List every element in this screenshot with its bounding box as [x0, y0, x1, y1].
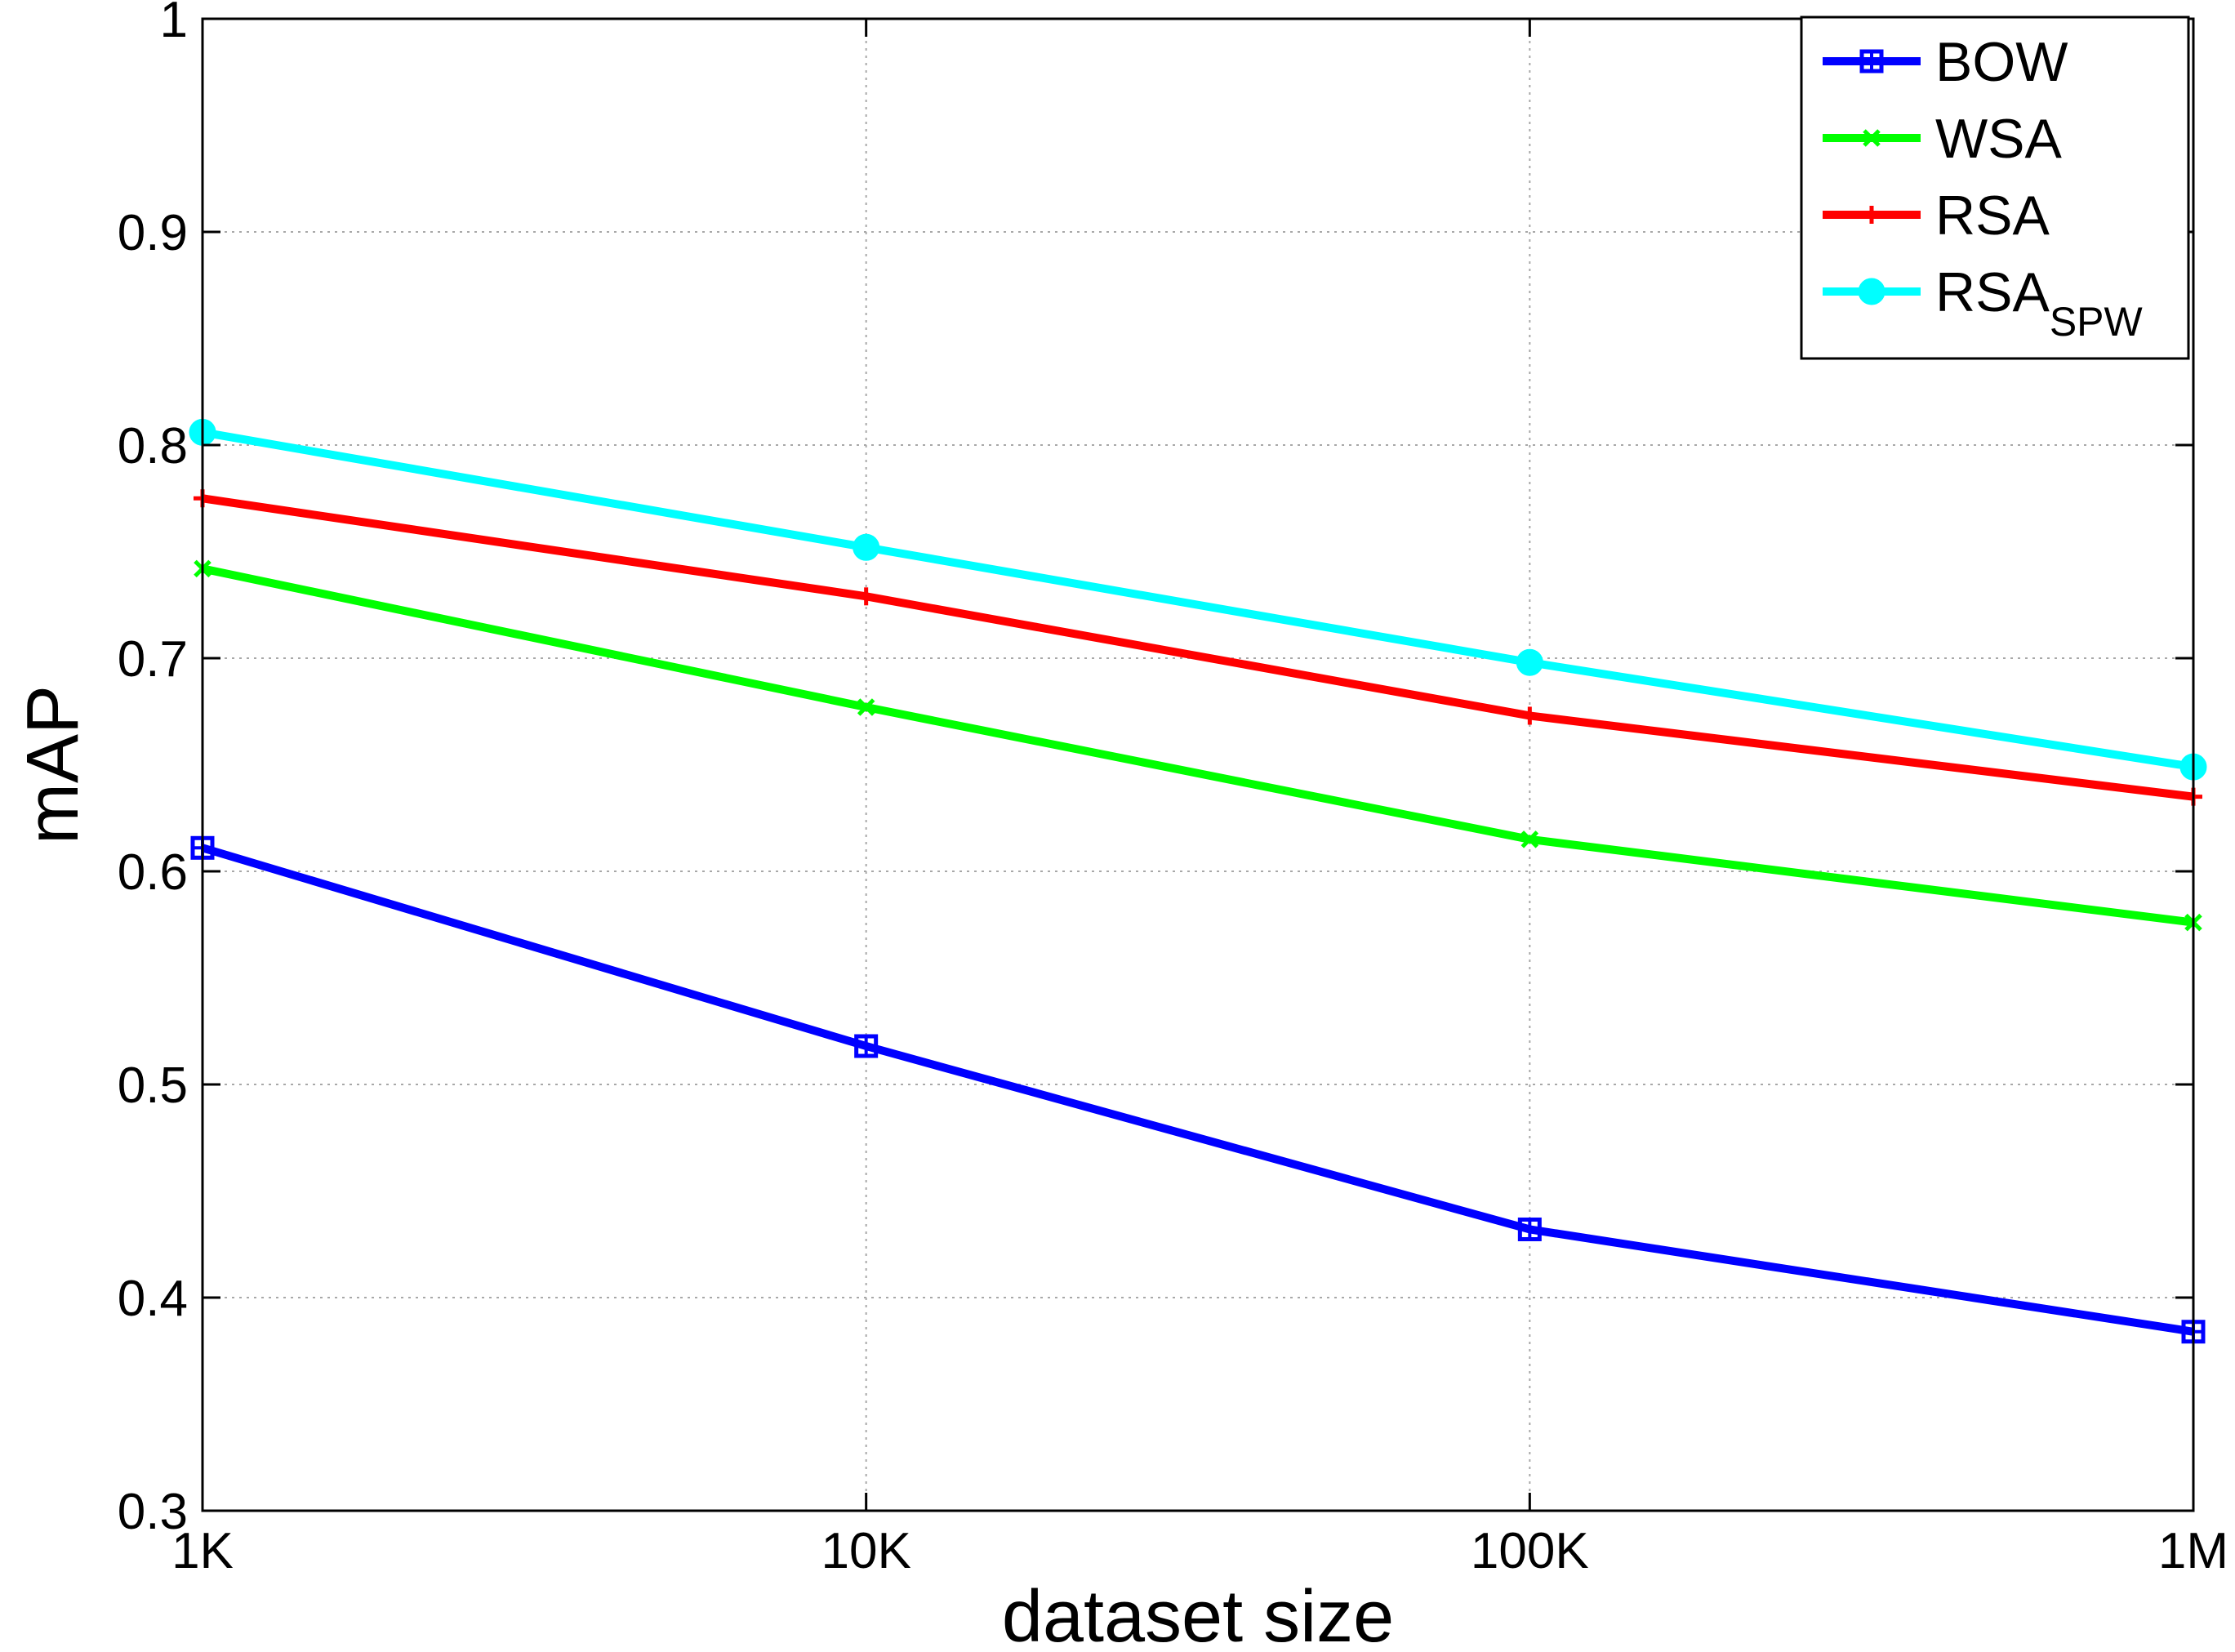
- y-tick-label: 0.9: [118, 205, 188, 261]
- y-tick-label: 0.8: [118, 418, 188, 474]
- y-tick-label: 0.5: [118, 1058, 188, 1114]
- series-line: [202, 494, 2194, 801]
- y-tick-label: 1: [160, 0, 188, 48]
- series-layer: [189, 418, 2207, 1344]
- y-tick-label: 0.6: [118, 844, 188, 901]
- x-tick-label: 1K: [171, 1523, 234, 1579]
- series-marker: [857, 698, 875, 716]
- series-marker: [1863, 129, 1881, 147]
- series-marker: [1520, 830, 1539, 848]
- legend-label-subscript: SPW: [2050, 299, 2144, 345]
- x-tick-label: 10K: [821, 1523, 911, 1579]
- y-tick-label: 0.3: [118, 1484, 188, 1540]
- series-marker: [1516, 648, 1543, 676]
- series-1: [194, 559, 2202, 932]
- legend-entry: BOW: [1823, 31, 2068, 93]
- series-marker: [853, 533, 880, 561]
- legend-label: WSA: [1935, 108, 2063, 170]
- series-marker: [1858, 278, 1886, 305]
- x-axis-title: dataset size: [1002, 1576, 1394, 1652]
- legend-entry: WSA: [1823, 108, 2063, 170]
- y-tick-label: 0.7: [118, 631, 188, 688]
- y-axis-title: mAP: [12, 685, 94, 844]
- legend-label: BOW: [1935, 31, 2068, 93]
- y-tick-label: 0.4: [118, 1271, 188, 1327]
- plot-frame: [201, 17, 2195, 1512]
- x-tick-label: 1M: [2158, 1523, 2228, 1579]
- legend-label: RSA: [1935, 185, 2050, 247]
- x-tick-label: 100K: [1471, 1523, 1589, 1579]
- legend-entry: RSA: [1823, 185, 2050, 247]
- series-line: [201, 844, 2194, 1336]
- series-line: [202, 428, 2194, 772]
- ticks: 0.3 0.4 0.5 0.6 0.7 0.8 0.9 1 1K 10K 100K 1M: [118, 0, 2228, 1579]
- grid: [203, 19, 2193, 1511]
- series-line: [201, 564, 2194, 927]
